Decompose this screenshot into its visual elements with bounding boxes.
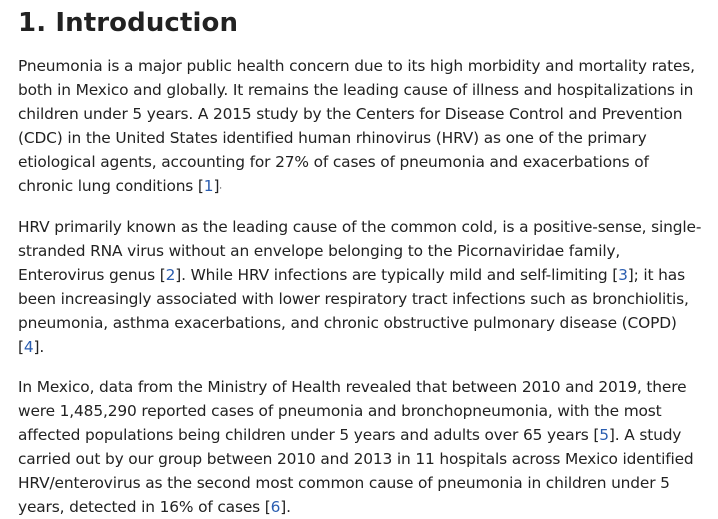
paragraph-2: HRV primarily known as the leading cause… [18, 215, 704, 359]
paragraph-text: ]. [280, 497, 291, 516]
section-heading: 1. Introduction [18, 8, 239, 38]
paragraph-text: ]. While HRV infections are typically mi… [175, 265, 619, 284]
citation-link-2[interactable]: 2 [165, 265, 176, 284]
paragraph-text: In Mexico, data from the Ministry of Hea… [18, 377, 687, 444]
paragraph-text: ]; it has been increasingly associated w… [18, 265, 689, 356]
paragraph-text: Pneumonia is a major public health conce… [18, 57, 695, 195]
paragraph-text: HRV primarily known as the leading cause… [18, 217, 702, 284]
paragraph-1: Pneumonia is a major public health conce… [18, 54, 704, 199]
paragraph-text: . [219, 181, 223, 192]
citation-link-4[interactable]: 4 [23, 337, 34, 356]
citation-link-6[interactable]: 6 [270, 497, 281, 516]
citation-link-5[interactable]: 5 [599, 425, 609, 444]
paragraph-text: ] [213, 177, 220, 195]
citation-link-1[interactable]: 1 [203, 177, 214, 195]
citation-link-3[interactable]: 3 [618, 265, 628, 284]
paragraph-text: ]. [33, 337, 45, 356]
